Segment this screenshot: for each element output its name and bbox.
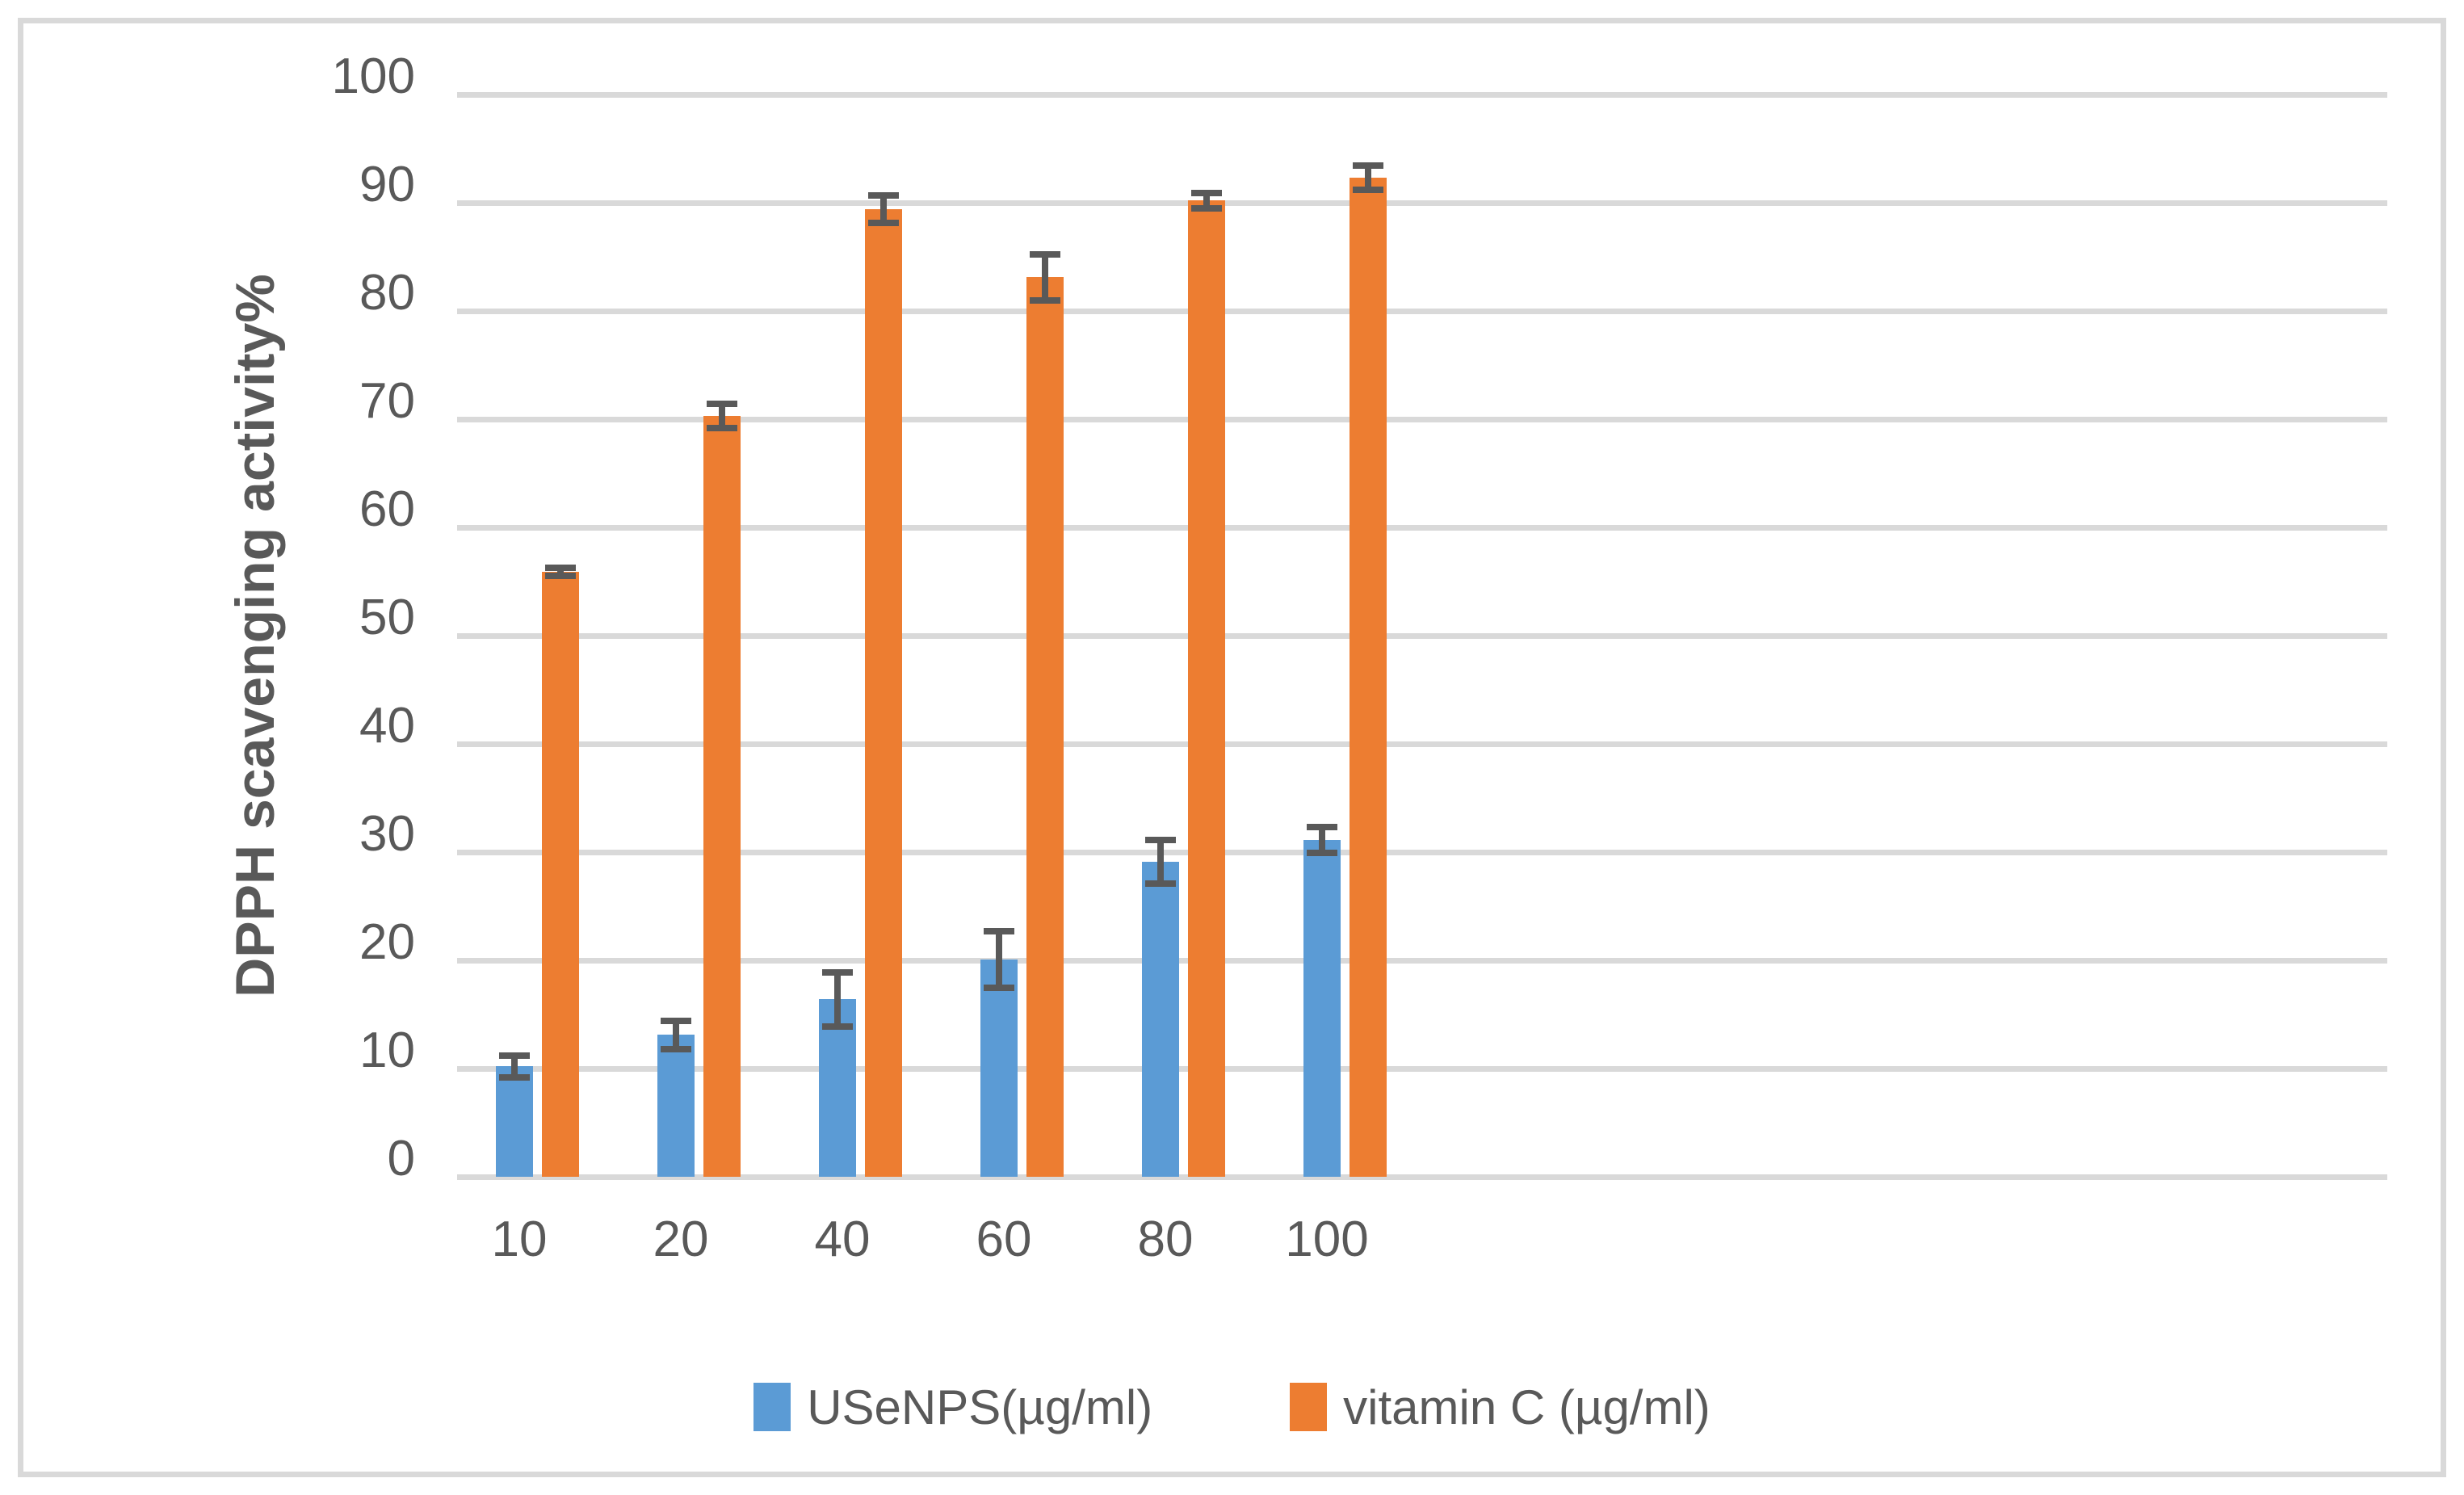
chart-frame: DPPH scavenging activity% 0 10 20 30 40 50 60 7… (18, 18, 2446, 1477)
error-bar-cap-top (661, 1018, 691, 1025)
error-bar-stem (880, 195, 887, 224)
error-bar-cap-top (1307, 824, 1337, 831)
error-bar-stem (1157, 840, 1164, 884)
error-bar-cap-bottom (499, 1073, 530, 1081)
error-bar-stem (719, 404, 725, 428)
error-bar-cap-top (1353, 162, 1383, 170)
error-bar-cap-bottom (822, 1023, 853, 1030)
error-bar-stem (834, 972, 841, 1027)
gridline-20 (457, 957, 2387, 964)
error-bar-cap-bottom (984, 984, 1014, 991)
y-tick-label-20: 20 (359, 914, 415, 970)
bar-vitc-10 (542, 571, 579, 1177)
x-tick-label-10: 10 (491, 1212, 548, 1267)
bar-usenps-60 (980, 959, 1018, 1177)
bar-usenps-100 (1303, 840, 1341, 1177)
error-bar-stem (996, 930, 1002, 988)
error-bar-cap-top (1030, 251, 1060, 258)
gridline-40 (457, 741, 2387, 747)
bar-usenps-10 (496, 1066, 533, 1177)
plot-area (457, 91, 2387, 1180)
error-bar-cap-bottom (1191, 204, 1222, 212)
y-tick-label-80: 80 (359, 265, 415, 321)
error-bar-cap-bottom (868, 220, 899, 227)
bar-vitc-20 (703, 415, 741, 1177)
error-bar-cap-bottom (661, 1045, 691, 1052)
error-bar-cap-bottom (1353, 186, 1383, 193)
legend-item-usenps: USeNPS(µg/ml) (753, 1380, 1152, 1435)
y-tick-label-30: 30 (359, 806, 415, 862)
error-bar-stem (1042, 254, 1048, 300)
y-tick-label-50: 50 (359, 590, 415, 645)
error-bar-stem (1203, 192, 1210, 208)
gridline-50 (457, 632, 2387, 639)
bar-vitc-40 (865, 209, 902, 1177)
gridline-80 (457, 308, 2387, 314)
error-bar-cap-top (868, 191, 899, 199)
error-bar-cap-top (822, 968, 853, 976)
error-bar-cap-top (499, 1052, 530, 1059)
gridline-10 (457, 1065, 2387, 1072)
usenps-series-swatch (753, 1383, 791, 1431)
error-bar-cap-top (1191, 189, 1222, 196)
legend: USeNPS(µg/ml) vitamin C (µg/ml) (23, 1371, 2441, 1443)
error-bar-stem (557, 567, 564, 577)
gridline-60 (457, 524, 2387, 531)
x-tick-label-20: 20 (653, 1212, 709, 1267)
bar-vitc-100 (1350, 178, 1387, 1177)
error-bar-cap-bottom (545, 573, 576, 580)
error-bar-cap-bottom (1030, 296, 1060, 304)
y-tick-label-60: 60 (359, 481, 415, 537)
x-tick-label-40: 40 (814, 1212, 871, 1267)
error-bar-stem (1365, 166, 1371, 190)
error-bar-stem (1319, 827, 1325, 854)
error-bar-cap-top (545, 564, 576, 571)
vitamin-c-series-swatch (1290, 1383, 1328, 1431)
x-tick-label-80: 80 (1137, 1212, 1194, 1267)
error-bar-cap-bottom (1307, 850, 1337, 857)
error-bar-stem (511, 1055, 518, 1077)
y-tick-label-100: 100 (331, 48, 415, 104)
error-bar-stem (673, 1021, 679, 1049)
y-tick-label-10: 10 (359, 1023, 415, 1078)
gridline-0 (457, 1174, 2387, 1180)
y-tick-label-90: 90 (359, 157, 415, 212)
gridline-90 (457, 199, 2387, 206)
y-tick-label-0: 0 (387, 1131, 415, 1186)
error-bar-cap-top (984, 927, 1014, 934)
error-bar-cap-bottom (1145, 880, 1176, 887)
y-tick-label-70: 70 (359, 373, 415, 429)
legend-item-vitamin-c: vitamin C (µg/ml) (1290, 1380, 1711, 1435)
bar-usenps-80 (1142, 862, 1179, 1177)
error-bar-cap-top (1145, 837, 1176, 844)
x-tick-label-100: 100 (1285, 1212, 1369, 1267)
x-tick-label-60: 60 (976, 1212, 1032, 1267)
bar-vitc-80 (1188, 200, 1225, 1177)
gridline-30 (457, 849, 2387, 855)
bar-usenps-20 (657, 1035, 695, 1177)
error-bar-cap-bottom (707, 424, 737, 431)
usenps-series-label: USeNPS(µg/ml) (807, 1380, 1153, 1434)
vitamin-c-series-label: vitamin C (µg/ml) (1343, 1380, 1711, 1434)
gridline-70 (457, 416, 2387, 422)
y-tick-label-40: 40 (359, 698, 415, 754)
bar-vitc-60 (1026, 277, 1064, 1177)
error-bar-cap-top (707, 401, 737, 408)
gridline-100 (457, 91, 2387, 98)
